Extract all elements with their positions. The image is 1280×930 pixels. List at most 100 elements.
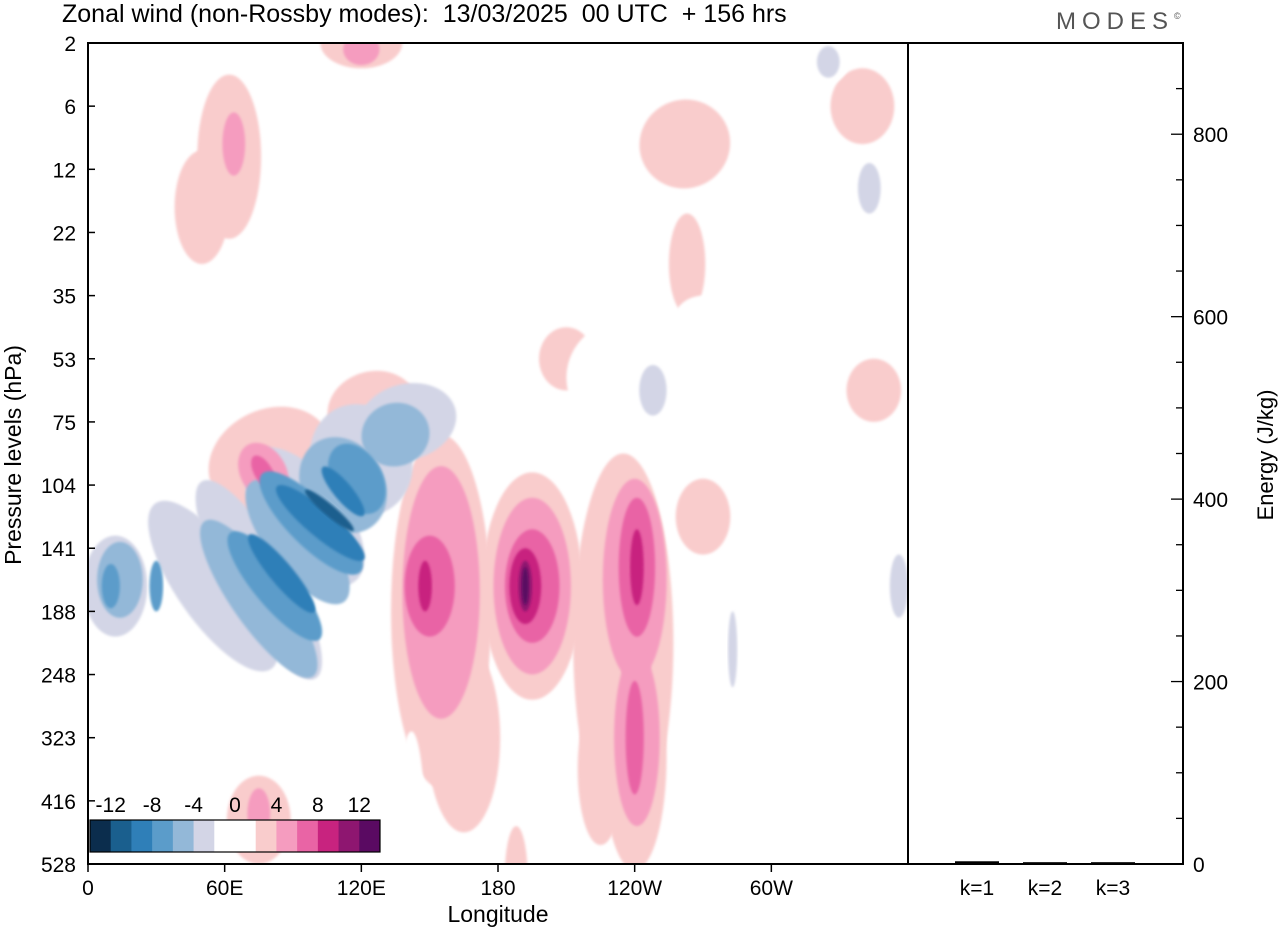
heatmap-field	[88, 43, 908, 864]
wavenumber-label: k=1	[960, 877, 994, 900]
energy-bar	[1023, 862, 1067, 864]
wind-contour	[830, 68, 895, 145]
wind-contour	[275, 485, 365, 561]
energy-tick-label: 400	[1193, 489, 1228, 512]
wind-contour	[343, 43, 380, 66]
colorbar-label: -4	[184, 794, 203, 817]
colorbar-swatch	[172, 820, 195, 852]
wind-contour	[675, 478, 731, 555]
x-axis-title: Longitude	[447, 901, 548, 927]
pressure-tick-label: 188	[41, 601, 76, 624]
pressure-tick-label: 35	[53, 286, 76, 309]
energy-axis-title: Energy (J/kg)	[1253, 390, 1278, 521]
longitude-tick-label: 180	[480, 877, 515, 900]
wind-contour	[889, 554, 908, 618]
colorbar-swatch	[255, 820, 277, 852]
wavenumber-label: k=2	[1028, 877, 1062, 900]
wind-contour	[174, 150, 230, 264]
energy-frame	[907, 42, 1184, 865]
wavenumber-label: k=3	[1096, 877, 1130, 900]
energy-bar	[955, 861, 999, 864]
wind-contour	[625, 680, 644, 795]
pressure-tick-label: 528	[41, 854, 76, 877]
colorbar-swatch	[297, 820, 319, 852]
wind-contour	[639, 99, 731, 189]
colorbar: -12 -8 -4 0 4 8 12	[89, 794, 381, 853]
pressure-tick-label: 141	[41, 538, 76, 561]
colorbar-label: -8	[143, 794, 162, 817]
energy-tick-label: 0	[1193, 854, 1205, 877]
wind-contour	[117, 283, 173, 435]
wind-contour	[245, 479, 350, 605]
longitude-tick-label: 60E	[206, 877, 243, 900]
energy-bar	[1091, 862, 1135, 864]
longitude-tick-label: 120W	[607, 877, 662, 900]
wind-contour	[846, 358, 902, 422]
wind-contour	[222, 112, 246, 176]
brand-mark: ©	[1174, 11, 1181, 21]
brand-logo: MODES©	[1056, 8, 1181, 36]
colorbar-swatch	[338, 820, 360, 852]
colorbar-label: 0	[229, 794, 241, 817]
colorbar-swatch	[214, 820, 236, 852]
wind-contour	[304, 489, 354, 532]
pressure-tick-label: 248	[41, 665, 76, 688]
colorbar-label: 12	[348, 794, 371, 817]
colorbar-swatch	[131, 820, 153, 852]
pressure-axis: 2 6 12 22 35 53 75 104 141 188 248 323 416 528	[41, 33, 95, 877]
longitude-tick-label: 0	[82, 877, 94, 900]
wind-contour	[497, 118, 590, 195]
pressure-tick-label: 323	[41, 728, 76, 751]
energy-tick-label: 600	[1193, 307, 1228, 330]
energy-bars: k=1 k=2 k=3	[955, 861, 1135, 900]
colorbar-swatch	[152, 820, 174, 852]
wind-contour	[521, 567, 529, 605]
longitude-tick-label: 120E	[337, 877, 386, 900]
wind-contour	[716, 314, 781, 391]
wind-contour	[762, 762, 826, 839]
wind-contour	[728, 611, 738, 688]
colorbar-swatch	[276, 820, 298, 852]
pressure-tick-label: 104	[41, 475, 76, 498]
wind-contour	[448, 231, 548, 297]
wind-contour	[101, 564, 120, 609]
pressure-tick-label: 75	[53, 412, 76, 435]
wind-contour	[505, 826, 528, 864]
wind-contour	[361, 402, 430, 467]
chart-title: Zonal wind (non-Rossby modes): 13/03/202…	[62, 0, 787, 28]
wind-contour	[754, 161, 835, 228]
wind-contour	[857, 163, 881, 214]
pressure-tick-label: 6	[64, 96, 76, 119]
colorbar-label: 4	[271, 794, 283, 817]
colorbar-label: 8	[312, 794, 324, 817]
energy-tick-label: 800	[1193, 124, 1228, 147]
wind-contour	[321, 466, 365, 517]
wind-contour	[148, 500, 279, 672]
wind-contour	[227, 531, 323, 641]
wind-contour	[418, 560, 432, 612]
energy-axis: 0 200 400 600 800	[1171, 42, 1228, 877]
colorbar-swatch	[90, 820, 112, 852]
pressure-tick-label: 22	[53, 222, 76, 245]
colorbar-swatch	[110, 820, 132, 852]
colorbar-label: -12	[96, 794, 126, 817]
wind-contour	[577, 693, 624, 846]
longitude-axis: 0 60E 120E 180 120W 60W	[82, 864, 793, 900]
colorbar-swatch	[359, 820, 381, 852]
wind-contour	[639, 365, 667, 416]
wind-contour	[630, 529, 644, 606]
energy-tick-label: 200	[1193, 672, 1228, 695]
colorbar-swatch	[317, 820, 340, 852]
pressure-tick-label: 53	[53, 349, 76, 372]
y-axis-title: Pressure levels (hPa)	[0, 345, 26, 565]
pressure-tick-label: 2	[64, 33, 76, 56]
colorbar-swatch	[193, 820, 215, 852]
pressure-tick-label: 12	[53, 159, 76, 182]
colorbar-swatch	[235, 820, 257, 852]
wind-contour	[397, 731, 426, 864]
wind-contour	[160, 574, 289, 838]
brand-name: MODES	[1056, 8, 1175, 35]
wind-contour	[816, 46, 840, 78]
wind-contour	[149, 560, 164, 612]
